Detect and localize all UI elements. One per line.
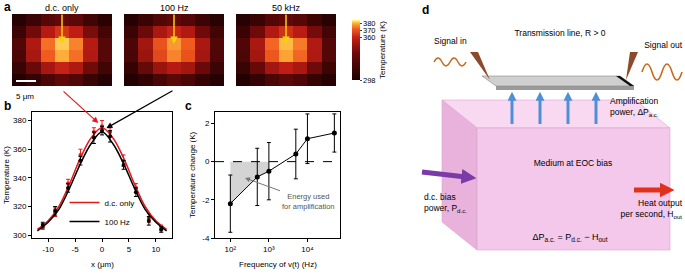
svg-text:Temperature change (K): Temperature change (K) bbox=[188, 131, 197, 218]
svg-text:Temperature (K): Temperature (K) bbox=[378, 21, 387, 79]
svg-text:370: 370 bbox=[363, 26, 376, 35]
svg-text:300: 300 bbox=[13, 231, 27, 240]
svg-text:-10: -10 bbox=[42, 245, 54, 254]
svg-text:per second, Hout: per second, Hout bbox=[621, 209, 683, 220]
svg-text:Energy usedfor amplification: Energy usedfor amplification bbox=[282, 192, 335, 211]
svg-text:d: d bbox=[422, 3, 429, 17]
svg-text:x (μm): x (μm) bbox=[91, 260, 114, 269]
svg-text:Signal out: Signal out bbox=[644, 40, 682, 50]
svg-text:10²: 10² bbox=[225, 245, 237, 254]
svg-text:320: 320 bbox=[13, 202, 27, 211]
svg-text:380: 380 bbox=[13, 116, 27, 125]
svg-text:Medium at EOC bias: Medium at EOC bias bbox=[534, 158, 612, 168]
svg-text:Signal in: Signal in bbox=[434, 36, 467, 46]
svg-text:Transmission line, R > 0: Transmission line, R > 0 bbox=[514, 28, 605, 38]
svg-text:5 μm: 5 μm bbox=[16, 92, 34, 101]
svg-text:2: 2 bbox=[205, 119, 210, 128]
svg-text:ΔPa.c. = Pd.c. − Hout: ΔPa.c. = Pd.c. − Hout bbox=[533, 232, 608, 243]
svg-text:-4: -4 bbox=[202, 234, 210, 243]
svg-text:50 kHz: 50 kHz bbox=[272, 3, 301, 13]
svg-text:340: 340 bbox=[13, 174, 27, 183]
svg-text:0: 0 bbox=[100, 245, 105, 254]
svg-text:10: 10 bbox=[151, 245, 160, 254]
svg-text:100 Hz: 100 Hz bbox=[105, 218, 130, 227]
svg-text:360: 360 bbox=[13, 145, 27, 154]
svg-text:a: a bbox=[4, 0, 11, 14]
svg-text:10⁴: 10⁴ bbox=[301, 245, 314, 254]
svg-text:380: 380 bbox=[363, 19, 376, 28]
svg-text:360: 360 bbox=[363, 33, 376, 42]
svg-text:d.c. only: d.c. only bbox=[45, 3, 79, 13]
svg-text:b: b bbox=[4, 99, 11, 113]
svg-text:d.c. only: d.c. only bbox=[105, 199, 135, 208]
svg-text:Temperature (K): Temperature (K) bbox=[2, 146, 11, 204]
svg-text:Frequency of v(t) (Hz): Frequency of v(t) (Hz) bbox=[239, 260, 317, 269]
svg-text:Amplification: Amplification bbox=[610, 96, 658, 106]
svg-text:power, Pd.c.: power, Pd.c. bbox=[424, 203, 467, 214]
svg-text:-2: -2 bbox=[202, 196, 210, 205]
svg-text:d.c. bias: d.c. bias bbox=[424, 192, 456, 202]
svg-text:-5: -5 bbox=[72, 245, 80, 254]
svg-text:5: 5 bbox=[127, 245, 132, 254]
svg-text:10³: 10³ bbox=[263, 245, 275, 254]
svg-text:100 Hz: 100 Hz bbox=[160, 3, 189, 13]
svg-text:power, ΔPa.c.: power, ΔPa.c. bbox=[610, 107, 659, 118]
svg-text:Heat output: Heat output bbox=[638, 198, 683, 208]
svg-text:0: 0 bbox=[205, 157, 210, 166]
svg-text:298: 298 bbox=[363, 76, 376, 85]
svg-text:c: c bbox=[185, 99, 192, 113]
